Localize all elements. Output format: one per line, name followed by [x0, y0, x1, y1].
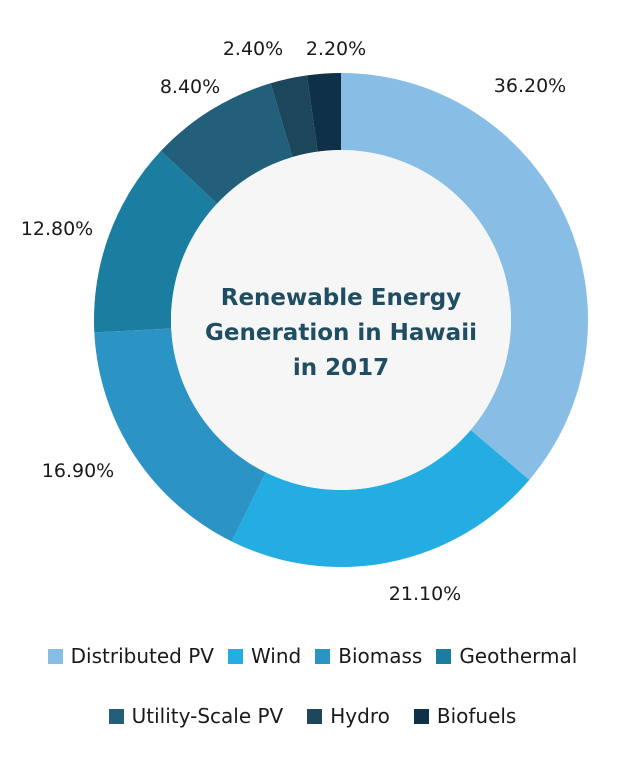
data-label: 8.40% — [160, 76, 220, 98]
slice-biomass — [94, 328, 266, 542]
data-label: 2.40% — [223, 38, 283, 60]
legend-item: Utility-Scale PV — [108, 704, 284, 728]
legend-swatch — [307, 708, 323, 724]
data-label: 2.20% — [306, 38, 366, 60]
legend-item: Distributed PV — [47, 644, 214, 668]
data-label: 16.90% — [42, 460, 114, 482]
chart-title-line: Renewable Energy — [221, 285, 462, 311]
legend-row-2: Utility-Scale PV Hydro Biofuels — [0, 704, 625, 728]
legend-item: Biofuels — [413, 704, 517, 728]
legend-label: Wind — [250, 644, 302, 668]
legend-item: Geothermal — [436, 644, 577, 668]
legend-swatch — [436, 648, 452, 664]
legend-swatch — [315, 648, 331, 664]
slice-utility-scale-pv — [160, 83, 293, 204]
slice-biofuels — [306, 73, 341, 152]
legend-label: Utility-Scale PV — [131, 704, 284, 728]
chart-title-line: Generation in Hawaii — [205, 320, 477, 346]
legend-swatch — [47, 648, 63, 664]
slice-hydro — [270, 75, 318, 158]
legend-label: Biofuels — [436, 704, 517, 728]
legend-label: Distributed PV — [70, 644, 214, 668]
legend-swatch — [108, 708, 124, 724]
slice-wind — [231, 429, 530, 567]
legend-swatch — [227, 648, 243, 664]
data-label: 21.10% — [389, 583, 461, 605]
legend-label: Geothermal — [459, 644, 578, 668]
donut-center — [171, 150, 511, 490]
data-label: 12.80% — [21, 218, 93, 240]
legend-row-1: Distributed PV Wind Biomass Geothermal — [0, 644, 625, 668]
legend-label: Hydro — [330, 704, 390, 728]
legend-label: Biomass — [338, 644, 423, 668]
legend-item: Biomass — [315, 644, 422, 668]
slice-geothermal — [94, 150, 218, 333]
chart-title-line: in 2017 — [293, 355, 389, 381]
data-label: 36.20% — [494, 75, 566, 97]
slice-distributed-pv — [341, 73, 589, 480]
legend-swatch — [413, 708, 429, 724]
legend-item: Wind — [227, 644, 302, 668]
legend-item: Hydro — [307, 704, 390, 728]
